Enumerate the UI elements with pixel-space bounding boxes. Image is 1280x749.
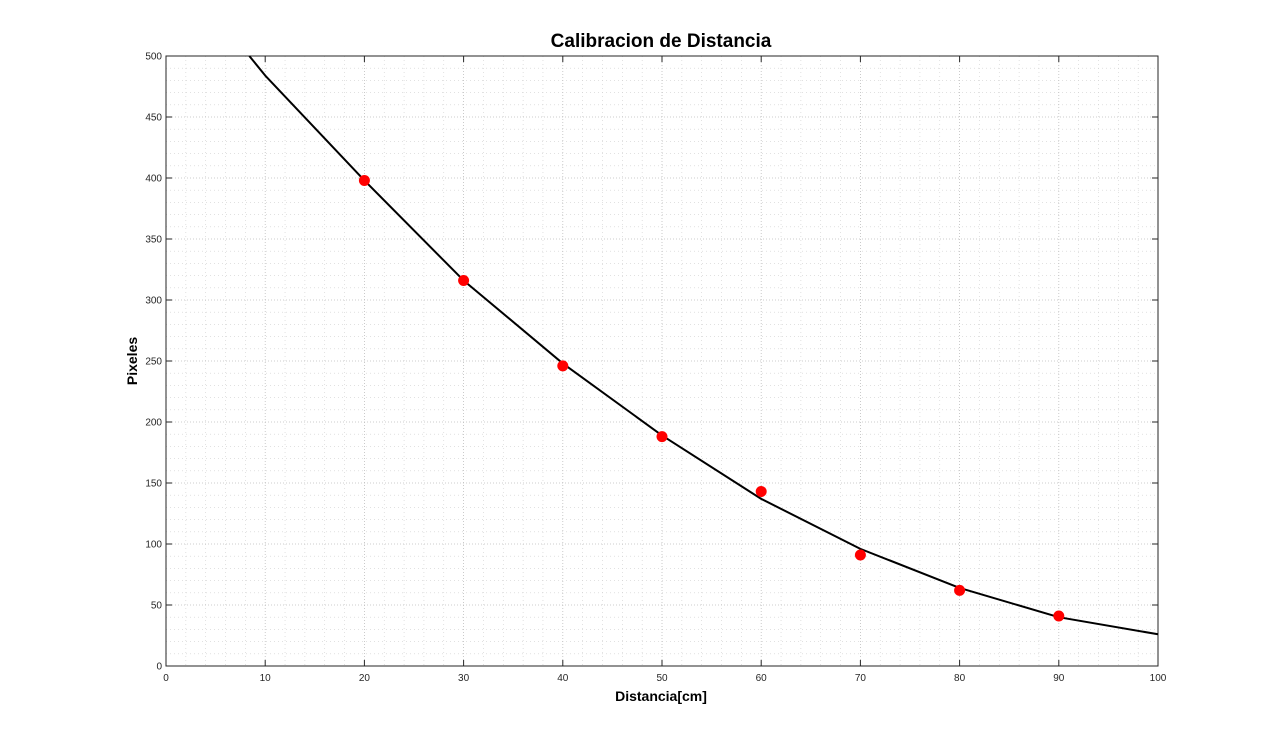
- x-tick-label: 0: [163, 673, 169, 684]
- y-axis-tick-labels: 0 50 100 150 200 250 300 350 400 450 500: [145, 52, 162, 673]
- data-point: [854, 549, 866, 561]
- x-tick-label: 80: [954, 673, 966, 684]
- tick-marks: [165, 55, 1159, 667]
- y-tick-label: 400: [145, 174, 162, 185]
- x-tick-label: 50: [656, 673, 668, 684]
- chart-title: Calibracion de Distancia: [551, 31, 772, 52]
- series: [248, 55, 1159, 636]
- x-tick-label: 20: [359, 673, 371, 684]
- y-tick-label: 250: [145, 357, 162, 368]
- y-tick-label: 100: [145, 540, 162, 551]
- y-tick-label: 150: [145, 479, 162, 490]
- x-tick-label: 30: [458, 673, 470, 684]
- y-tick-label: 500: [145, 52, 162, 63]
- x-tick-label: 70: [855, 673, 867, 684]
- data-point: [656, 431, 668, 443]
- y-tick-label: 350: [145, 235, 162, 246]
- data-point: [458, 274, 470, 286]
- y-tick-label: 200: [145, 418, 162, 429]
- x-tick-label: 100: [1150, 673, 1167, 684]
- data-point: [557, 360, 569, 372]
- y-tick-label: 0: [156, 662, 162, 673]
- x-tick-label: 60: [756, 673, 768, 684]
- y-tick-label: 300: [145, 296, 162, 307]
- x-tick-label: 90: [1053, 673, 1065, 684]
- x-axis-title: Distancia[cm]: [615, 688, 707, 704]
- y-tick-label: 50: [151, 601, 163, 612]
- data-point: [954, 584, 966, 596]
- y-tick-label: 450: [145, 113, 162, 124]
- x-tick-label: 40: [557, 673, 569, 684]
- data-point: [1053, 610, 1065, 622]
- data-point: [755, 486, 767, 498]
- data-point: [358, 174, 370, 186]
- x-axis-tick-labels: 0 10 20 30 40 50 60 70 80 90 100: [163, 673, 1167, 684]
- x-tick-label: 10: [260, 673, 272, 684]
- y-axis-title: Pixeles: [124, 337, 140, 385]
